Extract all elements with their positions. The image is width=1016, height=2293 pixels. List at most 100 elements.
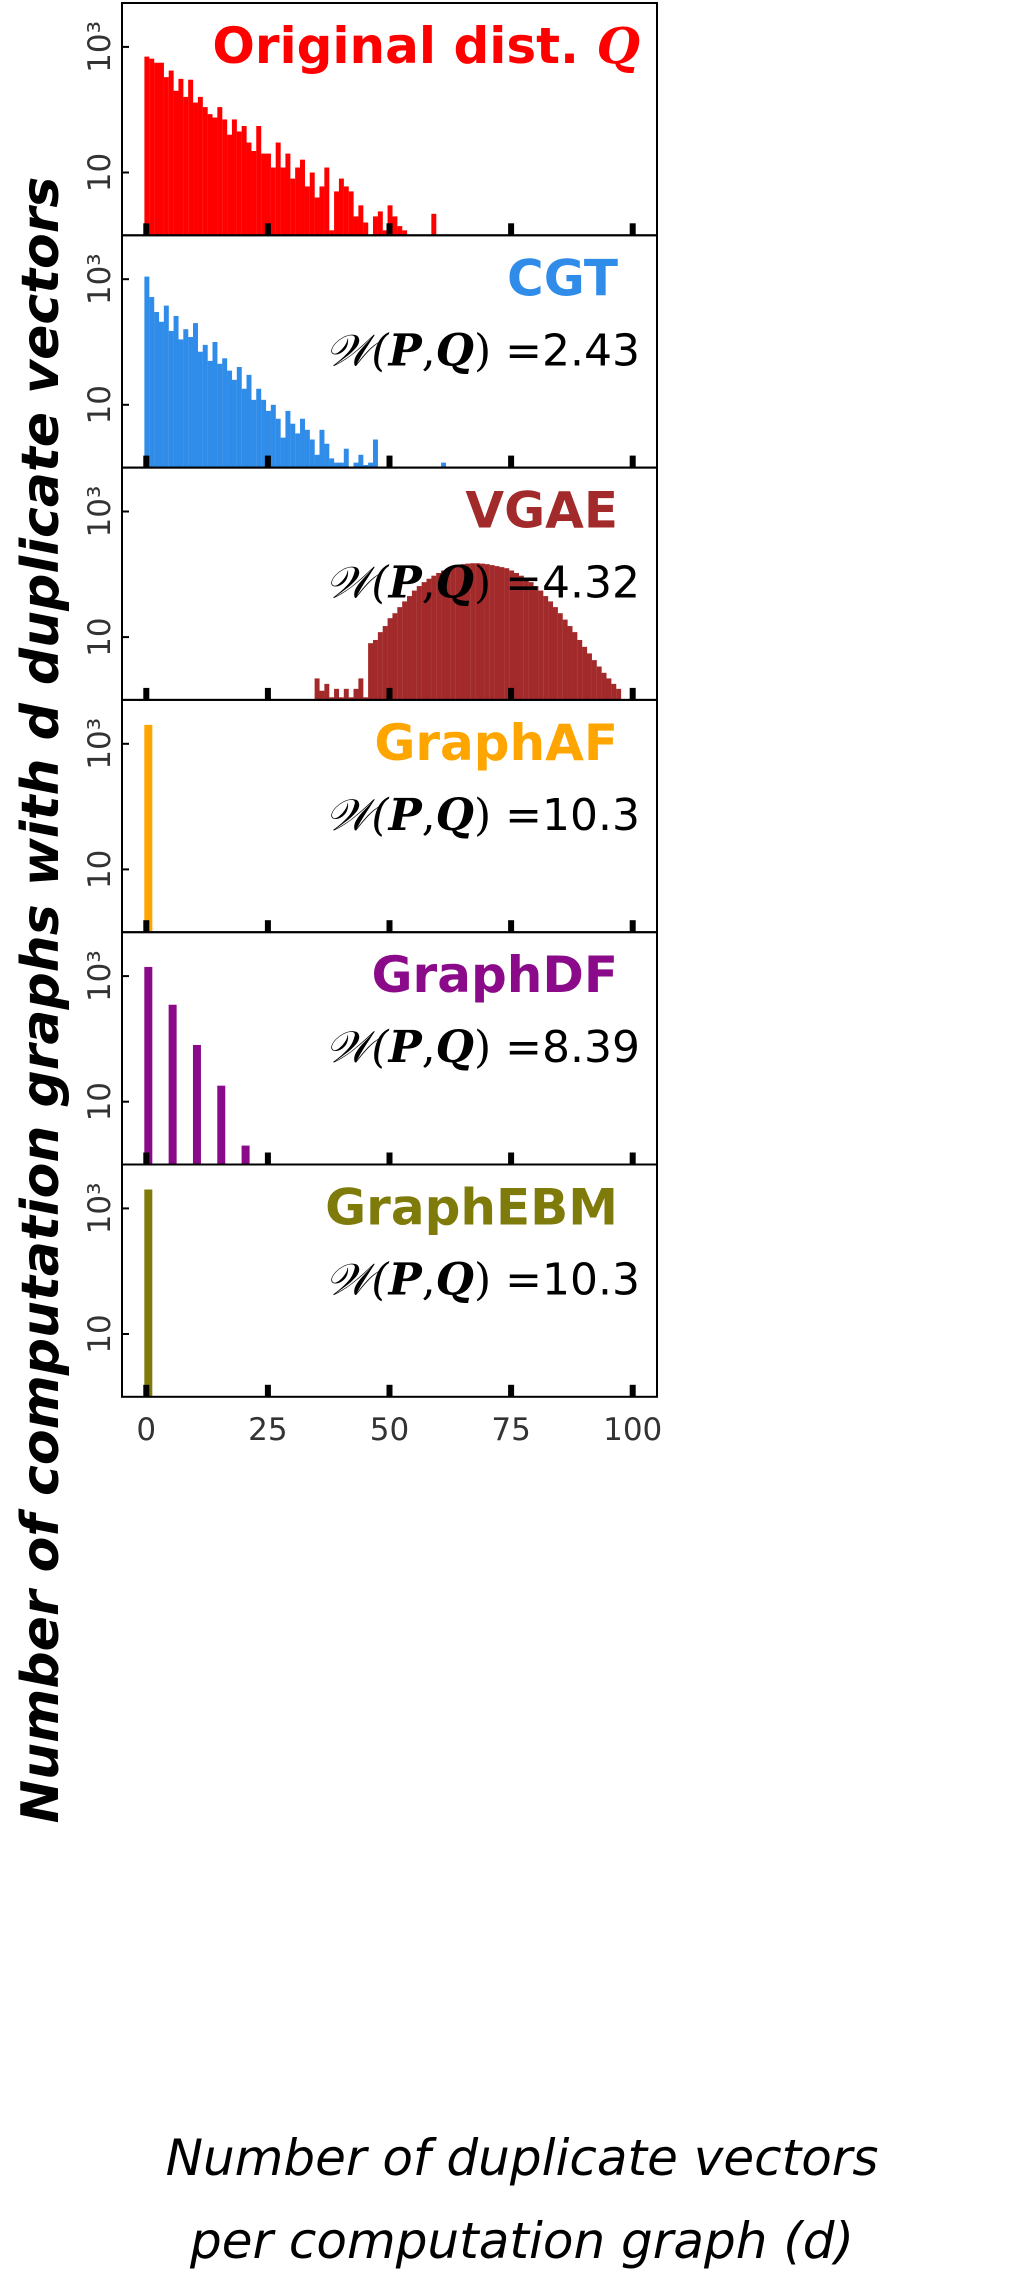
bar [188,79,194,236]
bar [231,119,237,236]
bar [421,582,427,700]
bar [460,564,466,700]
bar [348,697,354,700]
x-tick-label: 25 [248,1412,287,1448]
bar [353,462,359,468]
bar [538,590,544,700]
bar [402,230,408,236]
x-tick-mark [386,223,393,236]
bar [397,607,403,700]
model-name-label: GraphEBM [325,1179,618,1237]
model-name-label: VGAE [465,482,618,540]
x-tick-mark [264,223,271,236]
bar [236,131,242,236]
bar [183,329,189,468]
wasserstein-metric: 𝒲(P,Q) =10.3 [325,1255,640,1306]
bar [241,126,247,236]
bar [338,178,344,236]
x-tick-label: 50 [370,1412,409,1448]
bar [236,366,242,468]
bar [295,167,301,236]
x-tick-mark [629,223,636,236]
bar [217,107,223,236]
bar [392,613,398,700]
bar [193,323,198,468]
bar [241,1145,250,1165]
x-axis-label-line2: per computation graph (d) [189,2212,854,2270]
bar [431,575,437,700]
bar [343,186,349,236]
bar [163,77,169,236]
bar [154,312,160,468]
x-tick-label: 75 [491,1412,530,1448]
bar [222,358,228,468]
bar [256,126,262,236]
bar [397,226,403,236]
x-tick-mark [508,687,515,700]
x-tick-mark [508,1152,515,1165]
bar [601,672,607,700]
bar [518,575,524,700]
bar [280,167,286,236]
x-tick-mark [264,1384,271,1397]
bar [314,454,320,468]
y-tick-label: 10 [82,1314,118,1353]
panels-group: 10 10³ Original dist. Q 10 10³ CGT 𝒲(P,Q) =2.4… [82,2,658,1398]
bar [144,724,153,933]
bar [377,211,383,236]
bar [348,191,354,236]
bar [217,363,223,468]
bar [231,379,237,468]
bar [197,351,203,468]
bar [319,186,325,236]
y-tick-label: 10 [82,617,118,656]
bar [265,153,271,236]
bar [144,276,150,468]
bar [261,153,267,236]
bar [504,568,510,700]
y-tick-label: 10 [82,385,118,424]
bar [358,205,364,236]
panel-6: 10 10³ GraphEBM 𝒲(P,Q) =10.3 [82,1163,658,1398]
bar [183,96,189,236]
bar [251,150,257,236]
bar [426,578,432,700]
bar [528,582,534,700]
x-tick-mark [264,455,271,468]
x-axis-label-line1: Number of duplicate vectors [166,2129,879,2187]
x-tick-mark [508,223,515,236]
bar [309,172,315,236]
bar [154,62,160,236]
bar [265,410,271,468]
y-tick-label: 10³ [82,486,118,538]
x-tick-mark [629,687,636,700]
bar [363,222,369,236]
x-tick-mark [264,687,271,700]
bar [548,601,554,700]
bar [324,167,330,236]
bar [450,566,456,700]
y-tick-label: 10³ [82,21,118,73]
x-tick-mark [264,920,271,933]
bar [329,697,335,700]
x-tick-mark [143,920,150,933]
bar [489,565,495,700]
panel-5: 10 10³ GraphDF 𝒲(P,Q) =8.39 [82,931,658,1166]
panel-4: 10 10³ GraphAF 𝒲(P,Q) =10.3 [82,698,658,934]
bar [158,321,164,468]
y-tick-label: 10³ [82,718,118,770]
bar [193,102,198,236]
bar [304,429,310,468]
x-tick-mark [386,1152,393,1165]
bar [304,186,310,236]
bar [324,443,330,468]
bar [144,966,153,1165]
x-tick-mark [629,920,636,933]
bar [338,697,344,700]
bar [611,683,617,700]
bar [319,690,325,700]
bar [212,342,218,468]
bar [222,119,228,236]
bar [319,429,325,468]
bar [586,653,592,700]
